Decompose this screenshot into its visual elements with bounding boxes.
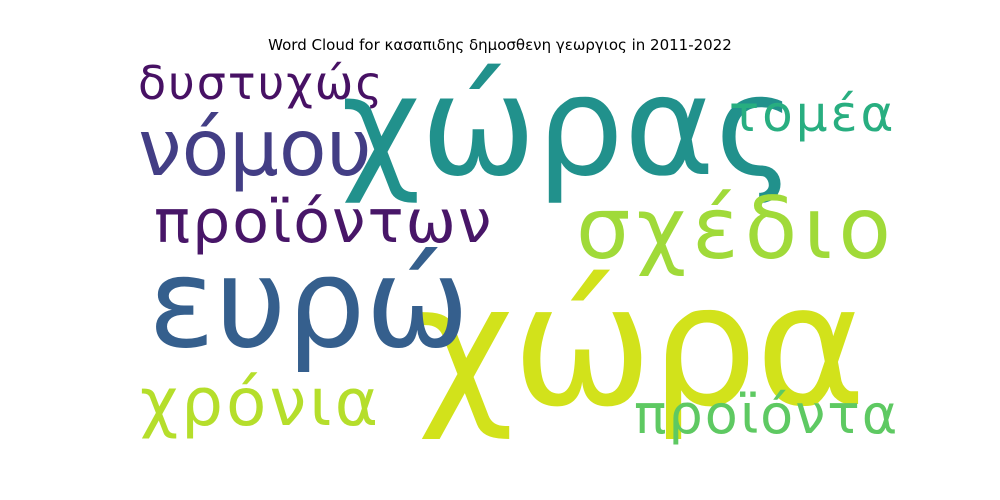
word-schedio: σχέδιο: [576, 179, 898, 279]
word-tomea: τομέα: [729, 85, 897, 143]
word-proionton: προϊόντων: [154, 187, 494, 257]
word-dystychos: δυστυχώς: [138, 56, 385, 110]
word-chora: χώρα: [417, 248, 866, 444]
word-nomou: νόμου: [138, 104, 372, 194]
word-chronia: χρόνια: [140, 364, 382, 441]
word-choras: χώρας: [341, 46, 796, 207]
chart-title: Word Cloud for κασαπιδης δημοσθενη γεωργ…: [268, 36, 732, 54]
word-evro: ευρώ: [148, 232, 470, 376]
word-proionta: προϊόντα: [634, 383, 900, 446]
